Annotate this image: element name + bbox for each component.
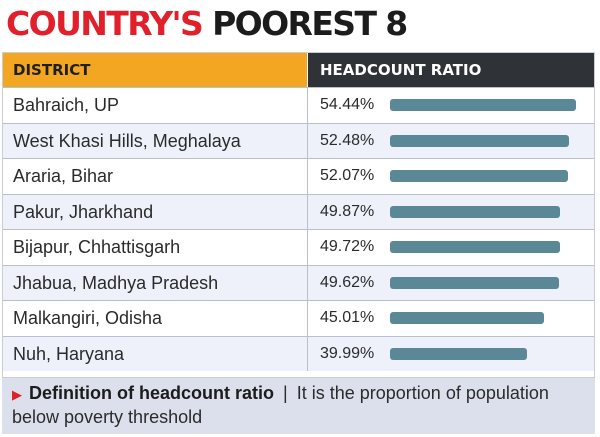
ratio-cell: 45.01% bbox=[308, 301, 594, 336]
bar bbox=[390, 312, 544, 325]
triangle-right-icon: ▶ bbox=[12, 387, 22, 402]
bar bbox=[390, 134, 570, 147]
ratio-cell: 52.07% bbox=[308, 159, 594, 194]
table-row: Nuh, Haryana 39.99% bbox=[3, 335, 594, 372]
definition-term: Definition of headcount ratio bbox=[29, 383, 275, 403]
poverty-table: DISTRICT HEADCOUNT RATIO Bahraich, UP 54.… bbox=[2, 52, 595, 378]
data-label: 45.01% bbox=[320, 309, 375, 327]
title-part-2: POOREST 8 bbox=[212, 4, 408, 43]
bar-track bbox=[390, 99, 588, 112]
bar-track bbox=[390, 276, 588, 289]
district-name: Nuh, Haryana bbox=[3, 336, 308, 371]
ratio-cell: 54.44% bbox=[308, 88, 594, 123]
table-row: Bahraich, UP 54.44% bbox=[3, 87, 594, 123]
definition-separator: | bbox=[283, 383, 288, 403]
data-label: 52.07% bbox=[320, 167, 375, 185]
table-row: Araria, Bihar 52.07% bbox=[3, 158, 594, 194]
district-name: West Khasi Hills, Meghalaya bbox=[3, 123, 308, 158]
table-row: Pakur, Jharkhand 49.87% bbox=[3, 193, 594, 230]
definition-text: It is the proportion of population below… bbox=[12, 383, 549, 427]
data-label: 49.87% bbox=[320, 202, 375, 220]
bar-track bbox=[390, 170, 588, 183]
definition-note: ▶ Definition of headcount ratio | It is … bbox=[2, 378, 595, 434]
district-name: Jhabua, Madhya Pradesh bbox=[3, 265, 308, 300]
bar bbox=[390, 347, 527, 360]
district-name: Bijapur, Chhattisgarh bbox=[3, 230, 308, 265]
ratio-cell: 52.48% bbox=[308, 124, 594, 159]
bar bbox=[390, 99, 576, 112]
data-label: 49.62% bbox=[320, 273, 375, 291]
table-body: Bahraich, UP 54.44% West Khasi Hills, Megh… bbox=[3, 87, 594, 371]
table-header: DISTRICT HEADCOUNT RATIO bbox=[3, 53, 594, 87]
district-name: Bahraich, UP bbox=[3, 88, 308, 123]
ratio-cell: 49.87% bbox=[308, 195, 594, 230]
bar bbox=[390, 241, 560, 254]
table-row: Malkangiri, Odisha 45.01% bbox=[3, 300, 594, 336]
table-row: Bijapur, Chhattisgarh 49.72% bbox=[3, 229, 594, 265]
bar bbox=[390, 170, 568, 183]
data-label: 54.44% bbox=[320, 96, 375, 114]
ratio-cell: 49.62% bbox=[308, 266, 594, 301]
title-part-1: COUNTRY'S bbox=[6, 4, 204, 43]
bar-track bbox=[390, 312, 588, 325]
table-row: West Khasi Hills, Meghalaya 52.48% bbox=[3, 122, 594, 159]
chart-title: COUNTRY'S POOREST 8 bbox=[6, 2, 408, 46]
ratio-cell: 39.99% bbox=[308, 337, 594, 372]
bar-track bbox=[390, 241, 588, 254]
district-name: Malkangiri, Odisha bbox=[3, 301, 308, 336]
table-row: Jhabua, Madhya Pradesh 49.62% bbox=[3, 264, 594, 301]
ratio-cell: 49.72% bbox=[308, 230, 594, 265]
bar-track bbox=[390, 134, 588, 147]
district-name: Pakur, Jharkhand bbox=[3, 194, 308, 229]
header-district: DISTRICT bbox=[3, 53, 308, 87]
district-name: Araria, Bihar bbox=[3, 159, 308, 194]
bar-track bbox=[390, 347, 588, 360]
header-headcount-ratio: HEADCOUNT RATIO bbox=[308, 53, 594, 87]
bar bbox=[390, 276, 560, 289]
bar-track bbox=[390, 205, 588, 218]
data-label: 49.72% bbox=[320, 238, 375, 256]
data-label: 52.48% bbox=[320, 131, 375, 149]
bar bbox=[390, 205, 561, 218]
data-label: 39.99% bbox=[320, 344, 375, 362]
